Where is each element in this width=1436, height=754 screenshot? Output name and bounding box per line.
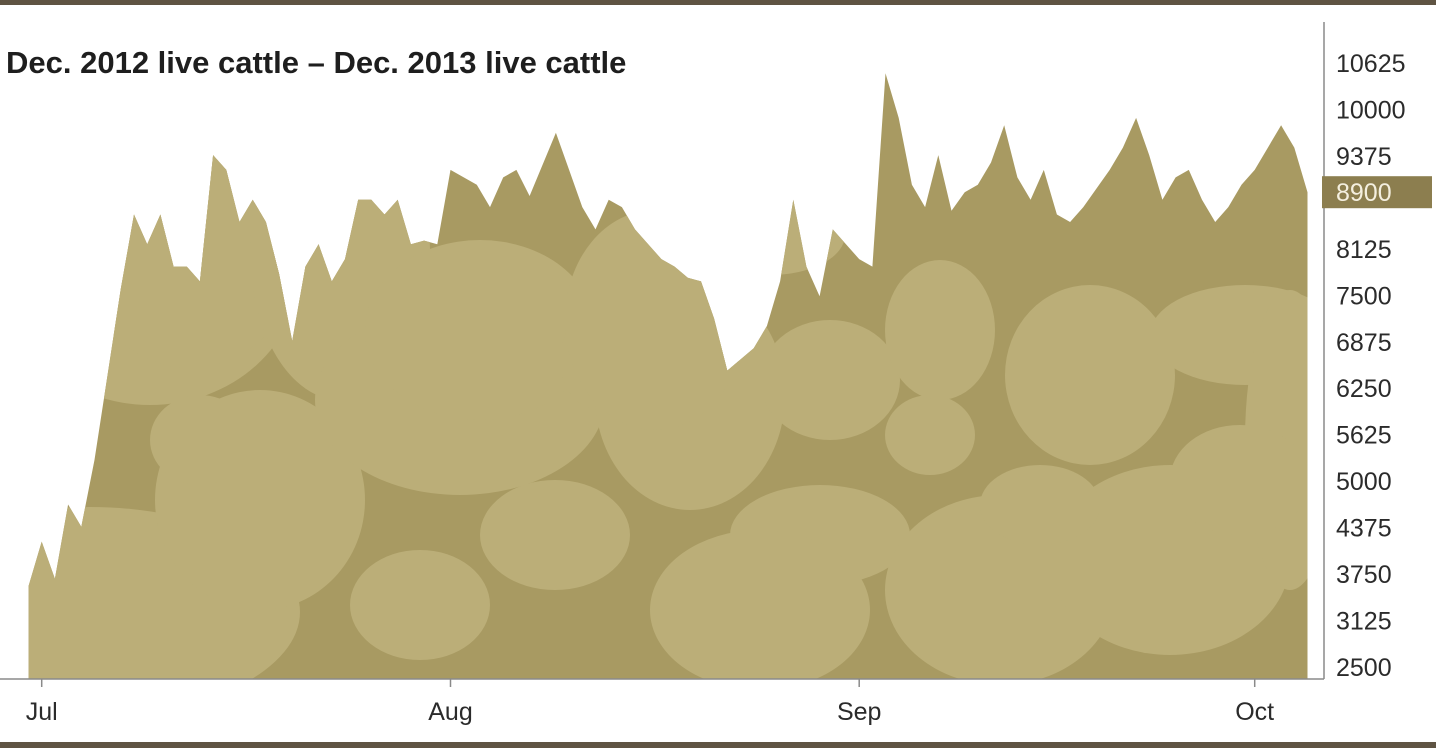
current-value-label: 8900 — [1336, 179, 1392, 207]
y-axis-ticks: 10625 10000 9375 8900 8125 7500 6875 6250 5625 50… — [1336, 50, 1406, 682]
pattern-spot — [760, 320, 900, 440]
pattern-spot — [565, 210, 745, 430]
x-tick-label: Oct — [1235, 698, 1274, 726]
area-layer — [28, 73, 1308, 680]
current-value-flag: 8900 — [1322, 176, 1432, 209]
x-tick-label: Jul — [26, 698, 58, 726]
y-tick-label: 2500 — [1336, 654, 1392, 682]
y-tick-label: 10625 — [1336, 50, 1406, 78]
pattern-spot — [885, 395, 975, 475]
pattern-spot — [885, 260, 995, 400]
pattern-spot — [695, 195, 845, 275]
pattern-spot — [650, 530, 870, 680]
y-tick-label: 3125 — [1336, 608, 1392, 636]
chart-title: Dec. 2012 live cattle – Dec. 2013 live c… — [6, 45, 626, 80]
bottom-rule — [0, 742, 1436, 748]
top-rule — [0, 0, 1436, 5]
y-tick-label: 8125 — [1336, 236, 1392, 264]
x-tick-label: Aug — [428, 698, 472, 726]
pattern-spot — [350, 550, 490, 660]
x-tick-label: Sep — [837, 698, 881, 726]
pattern-spot — [1005, 285, 1175, 465]
pattern-spot — [980, 465, 1100, 545]
y-tick-label: 7500 — [1336, 282, 1392, 310]
pattern-spot — [1170, 425, 1308, 535]
cowhide-pattern — [28, 100, 1308, 680]
pattern-spot — [1150, 285, 1308, 385]
pattern-spot — [365, 240, 595, 420]
y-tick-label: 6250 — [1336, 375, 1392, 403]
y-tick-label: 9375 — [1336, 143, 1392, 171]
x-axis-ticks: Jul Aug Sep Oct — [26, 679, 1274, 726]
pattern-spot — [480, 480, 630, 590]
y-tick-label: 5000 — [1336, 468, 1392, 496]
y-tick-label: 10000 — [1336, 97, 1406, 125]
y-tick-label: 6875 — [1336, 329, 1392, 357]
y-tick-label: 3750 — [1336, 561, 1392, 589]
y-tick-label: 4375 — [1336, 515, 1392, 543]
y-tick-label: 5625 — [1336, 422, 1392, 450]
pattern-spot — [150, 395, 250, 485]
current-value-flag-bg — [1322, 176, 1432, 209]
